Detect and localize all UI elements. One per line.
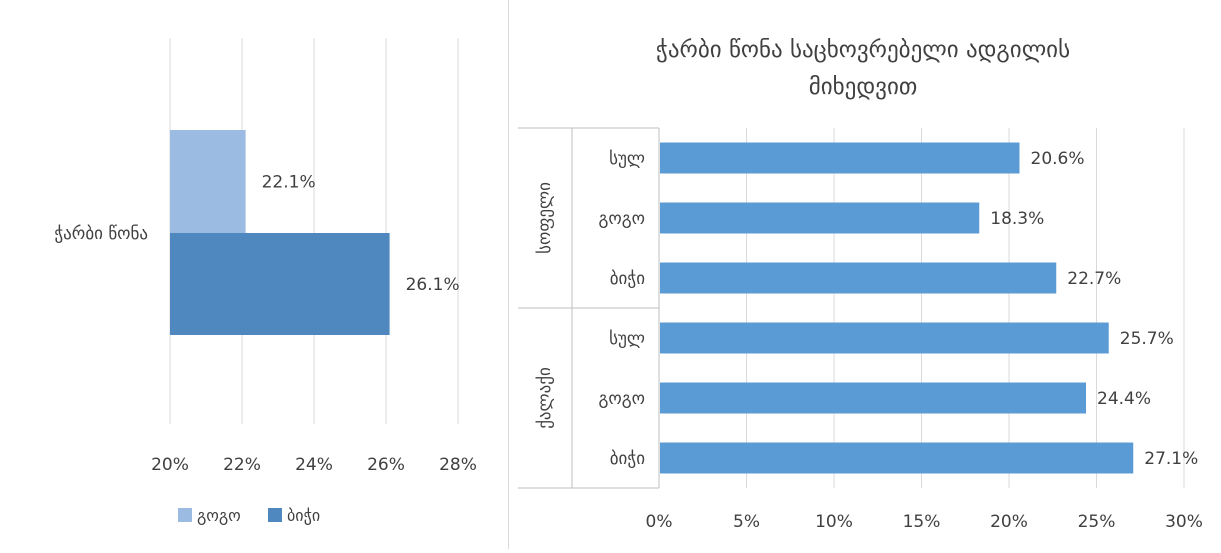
data-label: 22.7% [1067, 269, 1121, 289]
group-label: სოფელი [535, 182, 555, 254]
x-tick-label: 20% [151, 455, 189, 475]
x-tick-label: 5% [733, 512, 760, 532]
category-label: გოგო [599, 209, 645, 229]
category-label: ბიჭი [610, 269, 645, 289]
category-label: ჭარბი წონა [54, 224, 148, 244]
bar-boy [170, 233, 390, 335]
data-label: 22.1% [262, 173, 316, 193]
x-tick-label: 0% [646, 512, 673, 532]
x-tick-label: 25% [1078, 512, 1116, 532]
category-label: სულ [609, 149, 645, 169]
x-tick-label: 26% [367, 455, 405, 475]
legend-label: ბიჭი [287, 506, 320, 525]
bar [660, 442, 1134, 474]
bar [660, 202, 980, 234]
bar [660, 322, 1109, 354]
chart-title: ჭარბი წონა საცხოვრებელი ადგილის [656, 37, 1070, 63]
right-chart-panel: ჭარბი წონა საცხოვრებელი ადგილის მიხედვით 0… [510, 0, 1221, 549]
right-chart: ჭარბი წონა საცხოვრებელი ადგილის მიხედვით 0… [518, 37, 1203, 532]
bar-girl [170, 130, 246, 233]
data-label: 18.3% [990, 209, 1044, 229]
category-label: გოგო [599, 389, 645, 409]
category-label: სულ [609, 329, 645, 349]
x-tick-label: 20% [990, 512, 1028, 532]
group-label: ქალაქი [535, 367, 555, 429]
x-tick-label: 28% [439, 455, 477, 475]
data-label: 25.7% [1120, 329, 1174, 349]
x-tick-label: 30% [1165, 512, 1203, 532]
data-label: 26.1% [406, 275, 460, 295]
bar [660, 382, 1086, 414]
x-tick-label: 24% [295, 455, 333, 475]
data-label: 27.1% [1144, 449, 1198, 469]
data-label: 24.4% [1097, 389, 1151, 409]
x-tick-label: 15% [903, 512, 941, 532]
category-label: ბიჭი [610, 449, 645, 469]
chart-title: მიხედვით [809, 74, 918, 100]
x-tick-label: 10% [815, 512, 853, 532]
x-tick-label: 22% [223, 455, 261, 475]
legend-swatch [268, 508, 282, 522]
bar [660, 262, 1057, 294]
left-chart-panel: 20% 22% 24% 26% 28% 22.1% 26.1% ჭარბი წონა გოგო ბ… [0, 0, 508, 549]
data-label: 20.6% [1031, 149, 1085, 169]
legend-swatch [178, 508, 192, 522]
panel-divider [508, 0, 509, 549]
bar [660, 142, 1020, 174]
left-chart: 20% 22% 24% 26% 28% 22.1% 26.1% ჭარბი წონა გოგო ბ… [54, 38, 477, 525]
legend-label: გოგო [197, 506, 241, 525]
